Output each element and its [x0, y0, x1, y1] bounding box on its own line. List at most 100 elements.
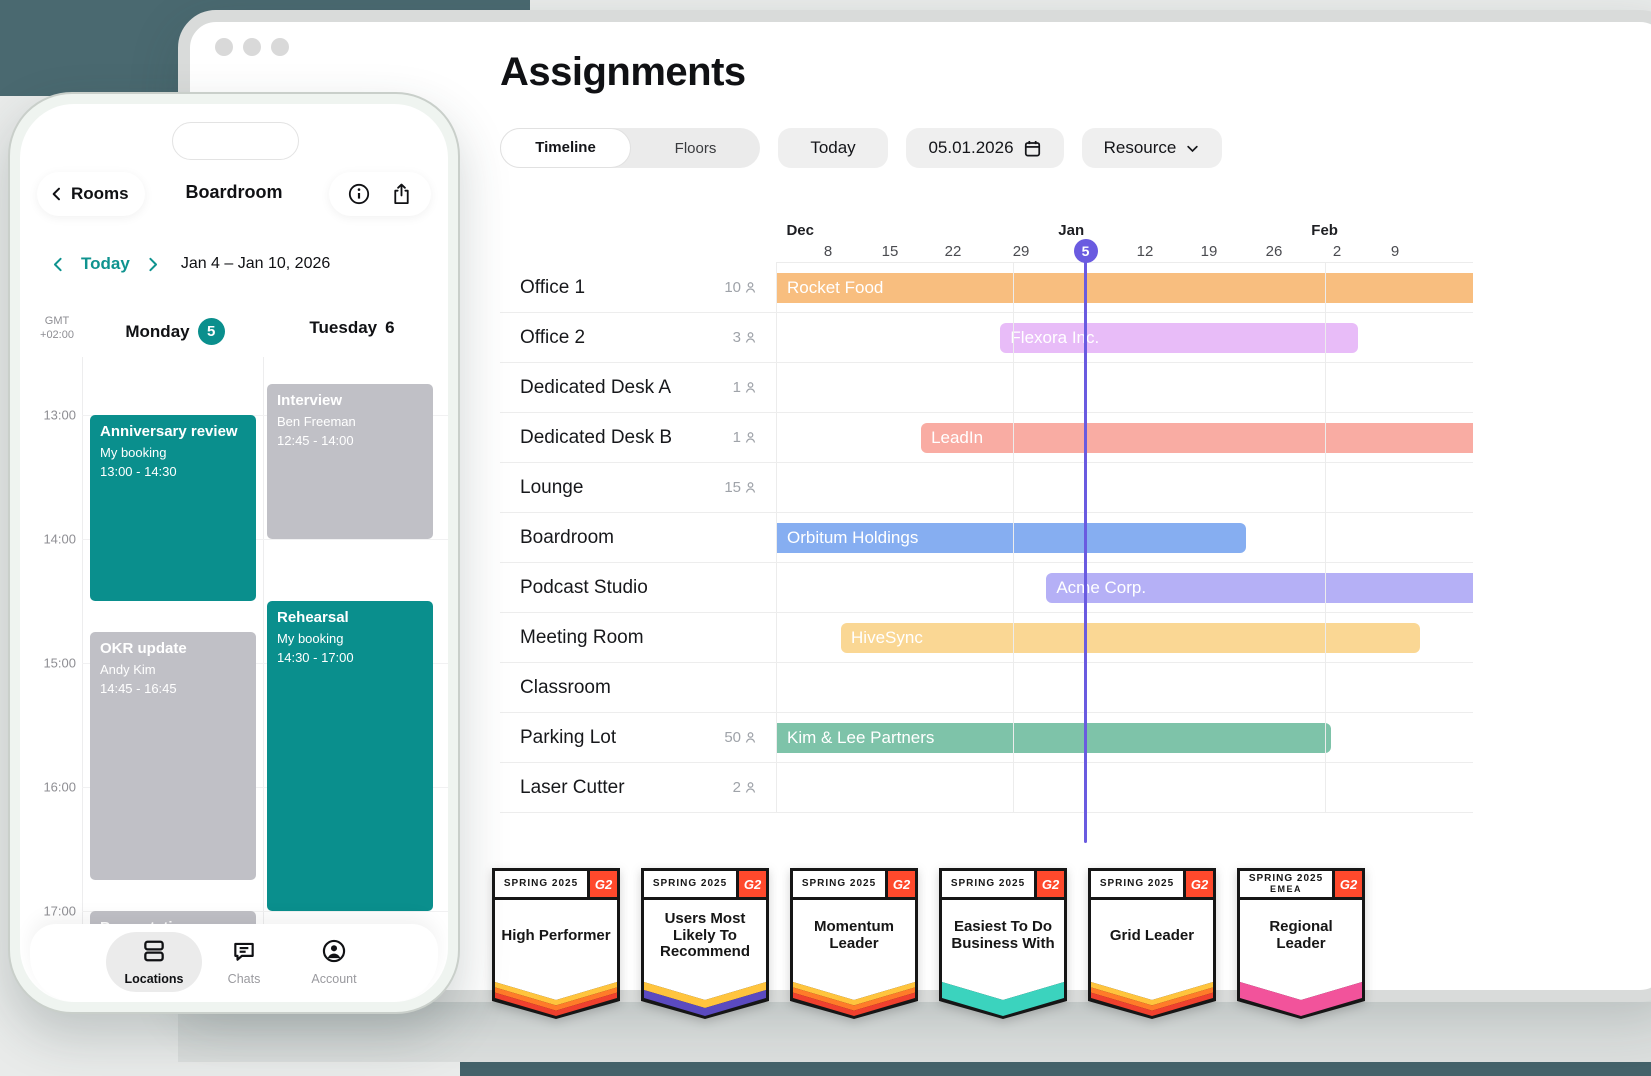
axis-week-tick: 26 [1265, 243, 1283, 260]
resource-lane: HiveSync [776, 613, 1473, 662]
next-week-icon[interactable] [144, 256, 161, 273]
backdrop-floor [178, 1002, 1651, 1062]
month-gridline [1012, 263, 1014, 813]
share-icon[interactable] [390, 183, 413, 206]
account-icon [321, 938, 347, 969]
calendar-event[interactable]: Interview Ben Freeman 12:45 - 14:00 [267, 383, 433, 539]
view-toggle[interactable]: Timeline Floors [500, 128, 760, 168]
badge-title: Regional Leader [1237, 900, 1365, 972]
phone-today-button[interactable]: Today [81, 254, 130, 273]
booking-bar[interactable]: Flexora Inc. [1000, 323, 1359, 353]
axis-week-tick: 9 [1390, 243, 1400, 260]
g2-logo: G2 [1332, 871, 1362, 897]
nav-chats[interactable]: Chats [196, 932, 292, 992]
resource-row: Podcast Studio Acme Corp. [500, 563, 1473, 613]
g2-logo: G2 [885, 871, 915, 897]
resource-label: Podcast Studio [500, 563, 776, 612]
g2-logo: G2 [587, 871, 617, 897]
resource-name: Classroom [520, 676, 611, 698]
date-range-label: Jan 4 – Jan 10, 2026 [180, 255, 331, 272]
resource-label: Boardroom [500, 513, 776, 562]
hour-gridline [82, 786, 448, 788]
resource-capacity: 15 [724, 479, 758, 496]
hour-gridline [82, 538, 448, 540]
resource-capacity: 1 [733, 379, 758, 396]
locations-icon [141, 938, 167, 969]
badge-title: Easiest To Do Business With [939, 900, 1067, 972]
date-picker[interactable]: 05.01.2026 [906, 128, 1064, 168]
axis-week-tick: 2 [1332, 243, 1342, 260]
axis-week-tick: 15 [881, 243, 899, 260]
badge-season: SPRING 2025 [503, 877, 579, 889]
axis-week-tick: 22 [944, 243, 962, 260]
back-button[interactable]: Rooms [37, 172, 145, 216]
hour-gridline [82, 662, 448, 664]
resource-label: Office 2 3 [500, 313, 776, 362]
resource-name: Podcast Studio [520, 576, 648, 598]
g2-badge: SPRING 2025 G2 Grid Leader [1088, 868, 1216, 1022]
tab-floors[interactable]: Floors [674, 139, 717, 157]
resource-row: Meeting Room HiveSync [500, 613, 1473, 663]
resource-row: Parking Lot 50 Kim & Lee Partners [500, 713, 1473, 763]
calendar-event[interactable]: OKR update Andy Kim 14:45 - 16:45 [90, 631, 256, 880]
person-icon [745, 782, 756, 793]
timeline-axis: Dec Jan Feb 8 15 22 29 12 19 26 2 9 [776, 222, 1473, 263]
prev-week-icon[interactable] [50, 256, 67, 273]
g2-badge: SPRING 2025 G2 Easiest To Do Business With [939, 868, 1067, 1022]
g2-logo: G2 [1034, 871, 1064, 897]
event-title: Rehearsal [277, 608, 349, 626]
g2-logo: G2 [1183, 871, 1213, 897]
person-icon [745, 482, 756, 493]
resource-row: Boardroom Orbitum Holdings [500, 513, 1473, 563]
booking-bar[interactable]: Orbitum Holdings [777, 523, 1247, 553]
resource-name: Office 1 [520, 276, 586, 298]
resource-capacity: 50 [724, 729, 758, 746]
resource-label: Classroom [500, 663, 776, 712]
nav-locations[interactable]: Locations [106, 932, 202, 992]
resource-lane: Rocket Food [776, 263, 1473, 312]
event-owner: Andy Kim [100, 661, 156, 677]
page-title: Assignments [500, 50, 746, 94]
booking-bar[interactable]: HiveSync [841, 623, 1421, 653]
booking-bar[interactable]: Rocket Food [777, 273, 1473, 303]
event-title: Interview [277, 391, 343, 409]
badge-ribbon [1237, 972, 1365, 1019]
today-button[interactable]: Today [778, 128, 888, 168]
axis-week-tick: 8 [823, 243, 833, 260]
resource-label: Dedicated Desk A 1 [500, 363, 776, 412]
badge-season: SPRING 2025 [950, 877, 1026, 889]
info-icon[interactable] [347, 182, 371, 206]
resource-lane: LeadIn [776, 413, 1473, 462]
toolbar: Timeline Floors Today 05.01.2026 Resourc… [500, 128, 1222, 168]
resource-lane [776, 463, 1473, 512]
resource-dropdown[interactable]: Resource [1082, 128, 1222, 168]
day-header-monday[interactable]: Monday 5 [90, 318, 260, 345]
calendar-event[interactable]: Rehearsal My booking 14:30 - 17:00 [267, 600, 433, 911]
hour-label: 17:00 [43, 903, 76, 919]
person-icon [745, 332, 756, 343]
today-marker-line [1084, 254, 1087, 843]
hour-label: 15:00 [43, 655, 76, 671]
resource-label: Meeting Room [500, 613, 776, 662]
g2-badges-row: SPRING 2025 G2 High Performer SPRING 2025 G2… [492, 868, 1365, 1022]
day-header-tuesday[interactable]: Tuesday 6 [309, 318, 395, 337]
resource-name: Dedicated Desk A [520, 376, 672, 398]
event-time: 13:00 - 14:30 [100, 463, 177, 479]
badge-season: SPRING 2025 EMEA [1248, 873, 1324, 894]
bottom-nav: Locations Chats Account [30, 924, 438, 1002]
booking-bar[interactable]: Kim & Lee Partners [777, 723, 1332, 753]
resource-lane [776, 663, 1473, 712]
nav-account[interactable]: Account [286, 932, 382, 992]
booking-bar[interactable]: LeadIn [921, 423, 1473, 453]
backdrop-bottom-strip [460, 1062, 1651, 1076]
calendar-event[interactable]: Anniversary review My booking 13:00 - 14:3… [90, 414, 256, 601]
event-owner: Ben Freeman [277, 413, 356, 429]
resource-label: Office 1 10 [500, 263, 776, 312]
event-owner: My booking [100, 444, 167, 460]
g2-badge: SPRING 2025 G2 Momentum Leader [790, 868, 918, 1022]
resource-row: Dedicated Desk B 1 LeadIn [500, 413, 1473, 463]
person-icon [745, 382, 756, 393]
resource-row: Laser Cutter 2 [500, 763, 1473, 813]
booking-bar[interactable]: Acme Corp. [1046, 573, 1473, 603]
tab-timeline[interactable]: Timeline [500, 128, 631, 168]
